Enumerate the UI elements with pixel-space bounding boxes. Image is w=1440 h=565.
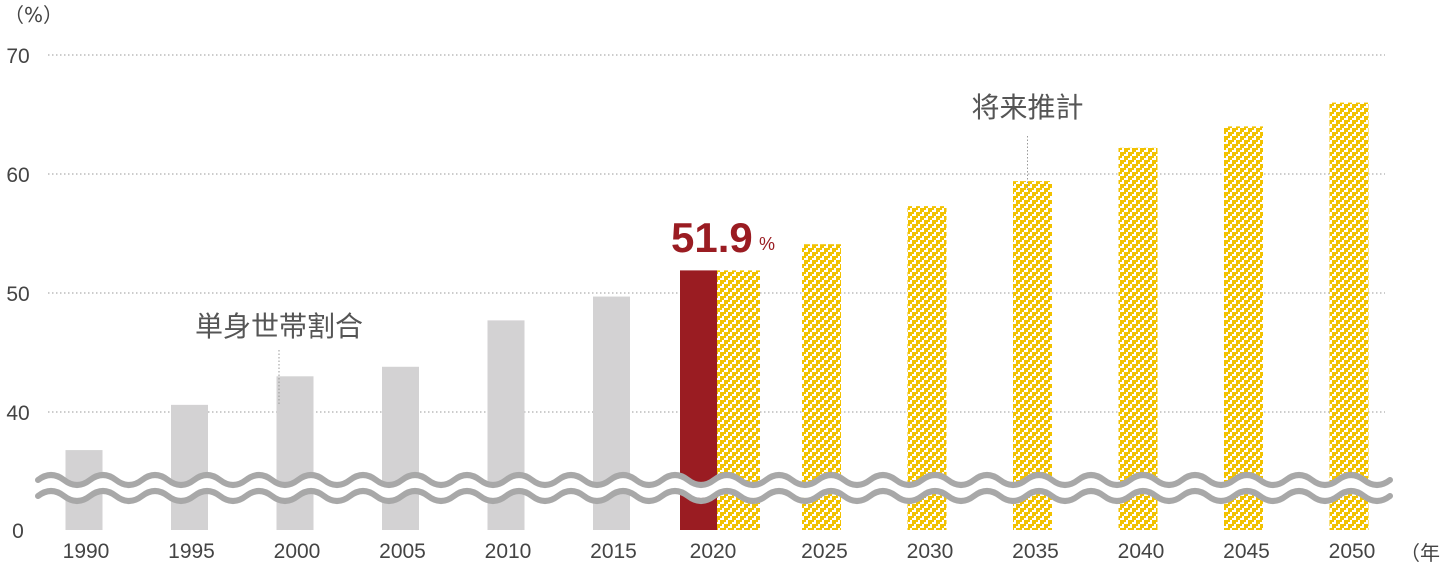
y-unit-label: （%） <box>4 3 63 27</box>
bar-1995 <box>171 404 208 530</box>
break-line-lower <box>35 488 1393 504</box>
highlight-label: 51.9 % <box>671 214 775 261</box>
axis-break-mark <box>33 472 1395 504</box>
y-tick-label: 40 <box>6 402 29 425</box>
x-tick-label: 2000 <box>274 540 321 563</box>
x-tick-label: 2010 <box>485 540 532 563</box>
x-tick-label: 2040 <box>1118 540 1165 563</box>
y-tick-label: 0 <box>12 520 24 543</box>
y-tick-label: 50 <box>6 283 29 306</box>
bar-2000 <box>276 376 314 530</box>
bar-2050 <box>1329 102 1369 530</box>
annotations: 単身世帯割合 将来推計 <box>195 91 1084 405</box>
x-tick-label: 2050 <box>1329 540 1376 563</box>
break-gap <box>33 474 1395 498</box>
bar-2045 <box>1224 126 1263 531</box>
y-axis: 0 40 50 60 70 <box>6 45 29 543</box>
x-tick-label: 2020 <box>690 540 737 563</box>
y-tick-label: 60 <box>6 164 29 187</box>
break-line-upper <box>35 472 1393 488</box>
bar-2005 <box>382 366 419 530</box>
bar-2040 <box>1118 147 1158 530</box>
x-tick-label: 2030 <box>907 540 954 563</box>
highlight-unit: % <box>759 234 775 254</box>
x-unit-label: （年） <box>1400 541 1440 565</box>
x-axis: 1990 1995 2000 2005 2010 2015 2020 2025 2030 2035… <box>63 540 1376 563</box>
annotation-label: 単身世帯割合 <box>195 310 363 343</box>
bar-2035 <box>1013 181 1052 530</box>
x-tick-label: 1990 <box>63 540 110 563</box>
x-tick-label: 2015 <box>590 540 637 563</box>
annotation-label: 将来推計 <box>971 91 1083 124</box>
x-tick-label: 2035 <box>1012 540 1059 563</box>
highlight-value: 51.9 <box>671 214 753 261</box>
x-tick-label: 1995 <box>168 540 215 563</box>
y-tick-label: 70 <box>6 45 29 68</box>
x-tick-label: 2025 <box>801 540 848 563</box>
x-tick-label: 2005 <box>379 540 426 563</box>
x-tick-label: 2045 <box>1223 540 1270 563</box>
